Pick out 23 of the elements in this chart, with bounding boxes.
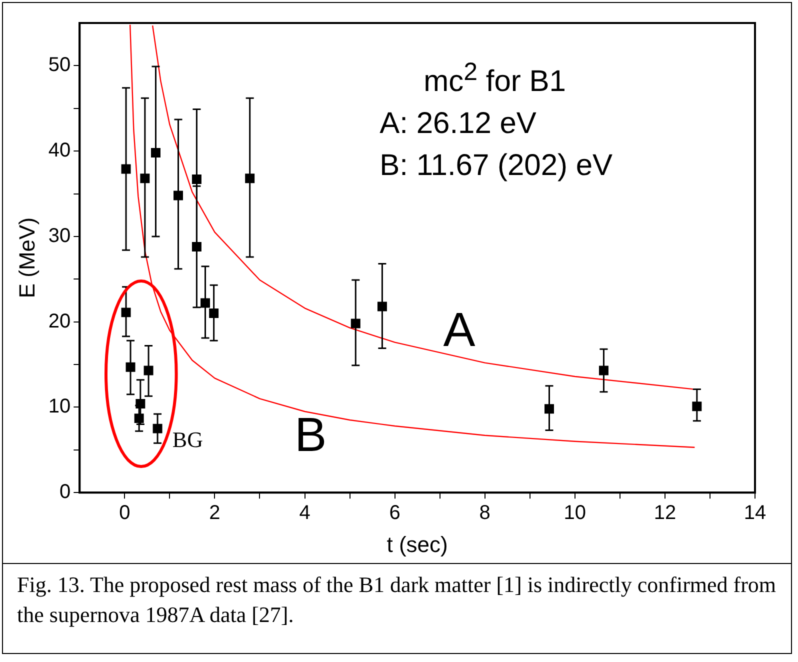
x-tick-label: 8 [479, 502, 490, 524]
x-tick-label: 4 [299, 502, 310, 524]
y-tick-label: 50 [48, 54, 71, 76]
x-tick-label: 2 [209, 502, 220, 524]
annotation: BG [172, 427, 204, 452]
y-axis-title: E (MeV) [14, 217, 40, 298]
annotation: B: 11.67 (202) eV [380, 148, 613, 184]
annotation: B [294, 409, 327, 462]
x-tick-label: 6 [389, 502, 400, 524]
caption: Fig. 13. The proposed rest mass of the B1 dark matter [1] is indirectly confirmed from the supernova 1987A data [27]. [3, 563, 791, 636]
y-tick-label: 0 [60, 481, 71, 504]
y-tick-label: 20 [48, 310, 71, 332]
y-tick-label: 30 [48, 224, 71, 247]
y-tick-label: 10 [48, 396, 71, 418]
x-tick-label: 0 [119, 502, 130, 524]
annotation: A: 26.12 eV [380, 106, 538, 142]
annotation: A [443, 304, 476, 358]
x-tick-label: 10 [564, 502, 586, 524]
x-axis-title: t (sec) [386, 532, 448, 557]
annotation: mc$^{2}$ for B1 [422, 57, 567, 100]
x-tick-label: 14 [744, 502, 766, 524]
y-tick-label: 40 [48, 140, 71, 162]
x-tick-label: 12 [654, 502, 676, 524]
